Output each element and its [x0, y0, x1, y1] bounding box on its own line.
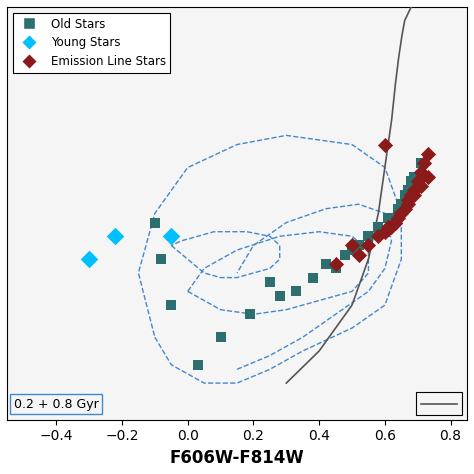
Point [417, 182, 425, 190]
Point [246, 310, 254, 318]
Point [292, 288, 300, 295]
Point [384, 214, 392, 222]
Point [401, 205, 409, 212]
Point [309, 274, 316, 282]
Point [394, 214, 402, 222]
Text: 0.2 + 0.8 Gyr: 0.2 + 0.8 Gyr [14, 398, 98, 410]
Point [404, 196, 412, 203]
Point [424, 173, 431, 181]
Point [398, 210, 405, 217]
Point [388, 223, 395, 231]
Point [391, 214, 399, 222]
Point [404, 201, 412, 208]
Point [398, 201, 405, 208]
Point [374, 223, 382, 231]
Point [381, 141, 389, 148]
Point [407, 191, 415, 199]
Point [151, 219, 159, 226]
Point [355, 251, 363, 258]
Point [398, 210, 405, 217]
Point [391, 219, 399, 226]
Point [384, 223, 392, 231]
Point [348, 242, 356, 249]
Point [332, 264, 339, 272]
Point [365, 242, 372, 249]
Point [167, 233, 175, 240]
Point [194, 361, 201, 368]
Point [217, 333, 224, 341]
Point [158, 255, 165, 263]
X-axis label: F606W-F814W: F606W-F814W [170, 449, 304, 467]
Point [342, 251, 349, 258]
Legend: Old Stars, Young Stars, Emission Line Stars: Old Stars, Young Stars, Emission Line St… [13, 13, 171, 73]
Point [417, 159, 425, 167]
Point [381, 228, 389, 236]
Point [365, 233, 372, 240]
Point [414, 177, 421, 185]
Point [417, 168, 425, 176]
Point [348, 246, 356, 254]
Point [266, 278, 273, 286]
Point [391, 219, 399, 226]
Point [276, 292, 283, 300]
Point [401, 191, 409, 199]
Point [420, 159, 428, 167]
Point [355, 242, 363, 249]
Point [410, 173, 418, 181]
Point [424, 150, 431, 157]
Point [374, 233, 382, 240]
Point [394, 205, 402, 212]
Point [381, 228, 389, 236]
Point [404, 187, 412, 194]
Point [85, 255, 93, 263]
Point [167, 301, 175, 309]
Point [410, 191, 418, 199]
Point [410, 187, 418, 194]
Point [332, 260, 339, 268]
Point [111, 233, 119, 240]
Point [407, 177, 415, 185]
Point [322, 260, 329, 268]
FancyBboxPatch shape [416, 392, 462, 415]
